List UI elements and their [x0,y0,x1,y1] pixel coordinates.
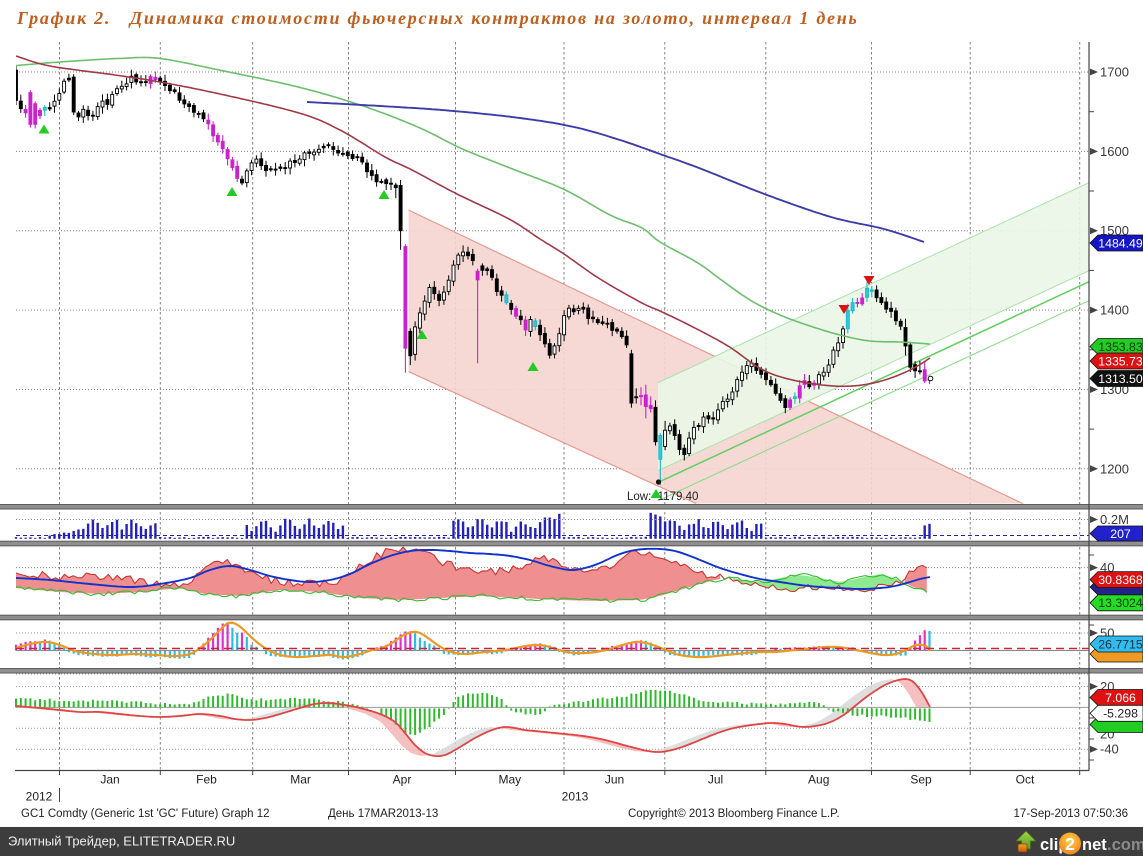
svg-text:Jul: Jul [708,773,723,787]
svg-text:День 17MAR2013-13: День 17MAR2013-13 [328,808,438,820]
svg-text:-40: -40 [1100,742,1119,757]
svg-text:1600: 1600 [1100,144,1129,159]
svg-text:Sep: Sep [910,773,932,787]
svg-text:Mar: Mar [290,773,311,787]
svg-text:May: May [498,773,521,787]
svg-text:2012: 2012 [26,790,53,804]
svg-text:17-Sep-2013 07:50:36: 17-Sep-2013 07:50:36 [1014,808,1128,820]
svg-text:26.7715: 26.7715 [1098,637,1143,651]
svg-text:.com: .com [1107,836,1143,854]
svg-text:7.066: 7.066 [1105,691,1136,705]
svg-text:1200: 1200 [1100,461,1129,476]
svg-text:Jan: Jan [100,773,119,787]
svg-text:Feb: Feb [196,773,217,787]
svg-text:-5.298: -5.298 [1103,707,1138,721]
svg-text:1400: 1400 [1100,303,1129,318]
svg-text:net: net [1082,836,1107,854]
svg-text:2: 2 [1065,834,1075,854]
svg-text:Jun: Jun [605,773,624,787]
svg-text:Apr: Apr [393,773,412,787]
svg-text:Aug: Aug [808,773,829,787]
svg-text:1353.83: 1353.83 [1098,340,1143,354]
svg-text:Элитный Трейдер, ELITETRADER.R: Элитный Трейдер, ELITETRADER.RU [8,834,235,849]
svg-text:График 2. Динамика стоимости: График 2. Динамика стоимости фьючерсных … [16,8,858,28]
svg-text:13.3024: 13.3024 [1098,596,1143,610]
svg-text:1484.49: 1484.49 [1098,236,1143,250]
svg-text:207: 207 [1110,527,1131,541]
svg-text:1335.73: 1335.73 [1098,354,1143,368]
svg-text:Low: 1179.40: Low: 1179.40 [627,491,698,503]
svg-text:1700: 1700 [1100,65,1129,80]
svg-text:1313.50: 1313.50 [1098,372,1143,386]
svg-text:Copyright© 2013 Bloomberg Fina: Copyright© 2013 Bloomberg Finance L.P. [628,808,840,820]
svg-text:0.2M: 0.2M [1100,512,1129,527]
svg-text:GC1 Comdty (Generic 1st 'GC' F: GC1 Comdty (Generic 1st 'GC' Future) Gra… [21,808,270,820]
svg-text:Oct: Oct [1016,773,1035,787]
svg-text:30.8368: 30.8368 [1098,573,1143,587]
svg-text:2013: 2013 [562,790,589,804]
